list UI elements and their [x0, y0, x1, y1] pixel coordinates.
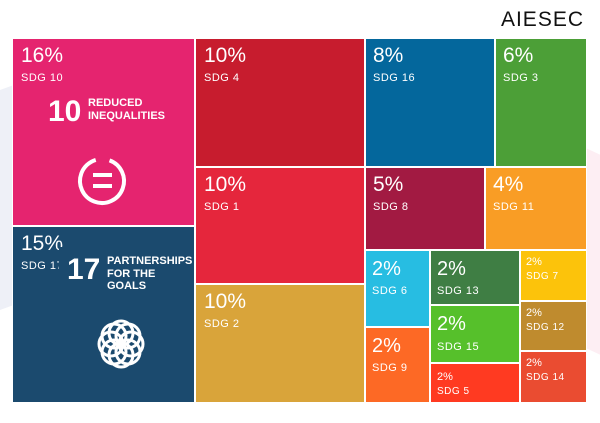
treemap-tile-sdg-14: 2% SDG 14: [520, 351, 587, 403]
tile-sdg-label: SDG 6: [372, 285, 408, 297]
treemap-tile-sdg-3: 6% SDG 3: [495, 38, 587, 167]
tile-percent: 10%: [204, 173, 247, 196]
badge-title: REDUCED INEQUALITIES: [88, 97, 172, 122]
reduced-inequalities-icon: [78, 157, 126, 205]
badge-title-line-2: INEQUALITIES: [88, 109, 166, 122]
badge-number: 10: [48, 95, 82, 128]
tile-percent: 2%: [526, 307, 542, 319]
tile-sdg-label: SDG 13: [437, 285, 480, 297]
tile-sdg-label: SDG 16: [373, 72, 416, 84]
badge-title: PARTNERSHIPS FOR THE GOALS: [107, 255, 193, 293]
tile-sdg-label: SDG 9: [372, 362, 408, 374]
tile-sdg-label: SDG 5: [437, 386, 470, 397]
badge-title-line-1: PARTNERSHIPS: [107, 255, 193, 267]
tile-sdg-label: SDG 15: [437, 341, 480, 353]
sdg-10-badge: 10 REDUCED INEQUALITIES: [40, 89, 175, 224]
badge-title-line-1: REDUCED: [88, 97, 143, 109]
treemap-tile-sdg-8: 5% SDG 8: [365, 167, 485, 250]
tile-sdg-label: SDG 14: [526, 372, 565, 383]
badge-title-line-2: FOR THE GOALS: [107, 267, 156, 293]
partnerships-rings-icon: [97, 319, 145, 369]
tile-sdg-label: SDG 2: [204, 318, 240, 330]
treemap-tile-sdg-7: 2% SDG 7: [520, 250, 587, 301]
treemap-tile-sdg-11: 4% SDG 11: [485, 167, 587, 250]
tile-percent: 6%: [503, 44, 534, 67]
tile-sdg-label: SDG 17: [21, 260, 64, 272]
treemap-tile-sdg-13: 2% SDG 13: [430, 250, 520, 305]
treemap-tile-sdg-17: 15% SDG 17 17 PARTNERSHIPS FOR THE GOALS: [12, 226, 195, 403]
treemap-tile-sdg-12: 2% SDG 12: [520, 301, 587, 351]
tile-sdg-label: SDG 7: [526, 271, 559, 282]
tile-sdg-label: SDG 1: [204, 201, 240, 213]
aiesec-logo-text: AIESEC: [500, 8, 584, 31]
tile-sdg-label: SDG 10: [21, 72, 64, 84]
tile-percent: 8%: [373, 44, 404, 67]
treemap-tile-sdg-4: 10% SDG 4: [195, 38, 365, 167]
tile-sdg-label: SDG 12: [526, 322, 565, 333]
tile-sdg-label: SDG 8: [373, 201, 409, 213]
tile-percent: 2%: [372, 258, 401, 280]
sdg-17-badge: 17 PARTNERSHIPS FOR THE GOALS: [59, 247, 194, 382]
tile-percent: 10%: [204, 290, 247, 313]
tile-percent: 2%: [372, 335, 401, 357]
tile-sdg-label: SDG 11: [493, 201, 535, 213]
treemap-tile-sdg-15: 2% SDG 15: [430, 305, 520, 363]
tile-percent: 2%: [437, 313, 466, 335]
treemap-tile-sdg-5: 2% SDG 5: [430, 363, 520, 403]
tile-sdg-label: SDG 3: [503, 72, 539, 84]
treemap-tile-sdg-2: 10% SDG 2: [195, 284, 365, 403]
badge-number: 17: [67, 253, 101, 286]
tile-percent: 2%: [526, 357, 542, 369]
tile-percent: 2%: [437, 258, 466, 280]
tile-percent: 2%: [526, 256, 542, 268]
tile-sdg-label: SDG 4: [204, 72, 240, 84]
tile-percent: 2%: [437, 371, 453, 383]
tile-percent: 15%: [21, 232, 64, 255]
tile-percent: 5%: [373, 173, 404, 196]
tile-percent: 10%: [204, 44, 247, 67]
treemap-tile-sdg-10: 16% SDG 10 10 REDUCED INEQUALITIES: [12, 38, 195, 226]
treemap-tile-sdg-16: 8% SDG 16: [365, 38, 495, 167]
tile-percent: 4%: [493, 173, 524, 196]
treemap-tile-sdg-1: 10% SDG 1: [195, 167, 365, 284]
tile-percent: 16%: [21, 44, 64, 67]
treemap-tile-sdg-6: 2% SDG 6: [365, 250, 430, 327]
treemap-tile-sdg-9: 2% SDG 9: [365, 327, 430, 403]
